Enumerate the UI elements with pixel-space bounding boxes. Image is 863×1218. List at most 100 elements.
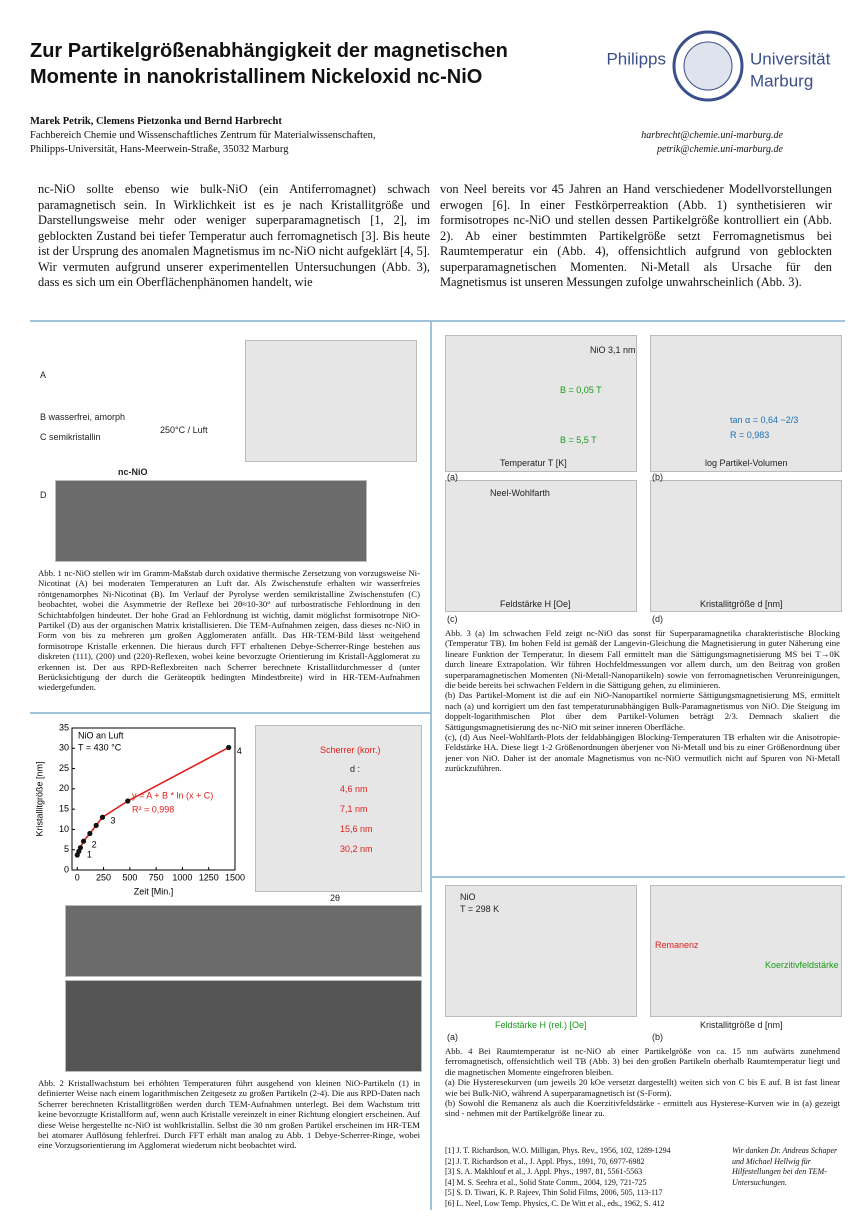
axis-label: Koerzitivfeldstärke — [765, 960, 839, 970]
panel-label: (b) — [652, 1032, 663, 1042]
fig-label: R = 0,983 — [730, 430, 770, 440]
authors: Marek Petrik, Clemens Pietzonka und Bern… — [30, 116, 282, 127]
tem-images — [65, 905, 422, 977]
caption-part: Abb. 3 (a) Im schwachen Feld zeigt nc-Ni… — [445, 628, 840, 691]
fig-label: 4,6 nm — [340, 784, 368, 794]
y-tick-label: 0 — [64, 864, 69, 874]
data-point — [80, 838, 87, 844]
point-label: 1 — [87, 850, 92, 860]
fig-label: NiO — [460, 892, 476, 902]
fig-label: nc-NiO — [118, 467, 148, 477]
plot-c — [445, 480, 637, 612]
fig-label: Scherrer (korr.) — [320, 745, 381, 755]
axis-label: Temperatur T [K] — [500, 458, 567, 468]
fig-label: B = 0,05 T — [560, 385, 602, 395]
point-label: 3 — [110, 816, 115, 826]
plot-a — [445, 335, 637, 472]
annotation: T = 430 °C — [78, 742, 122, 752]
plot-frame — [71, 727, 236, 871]
affiliation: Fachbereich Chemie und Wissenschaftliche… — [30, 130, 376, 141]
axis-label: Remanenz — [655, 940, 699, 950]
references: [1] J. T. Richardson, W.O. Milligan, Phy… — [445, 1146, 725, 1214]
fig-label: 15,6 nm — [340, 824, 373, 834]
data-point — [87, 830, 93, 837]
fit-curve — [76, 746, 230, 856]
logo-text: Marburg — [750, 71, 813, 90]
divider — [30, 320, 845, 322]
xrd-plot — [255, 725, 422, 892]
seal-inner — [683, 41, 733, 91]
data-point — [226, 744, 232, 751]
fig-label: D — [40, 490, 47, 500]
reference: [3] S. A. Makhlouf et al., J. Appl. Phys… — [445, 1167, 643, 1176]
panel-label: (a) — [447, 472, 458, 482]
tem-images — [55, 480, 367, 562]
email: petrik@chemie.uni-marburg.de — [656, 144, 783, 155]
caption: Abb. 3 (a) Im schwachen Feld zeigt nc-Ni… — [445, 628, 840, 872]
fig-label: Neel-Wohlfarth — [490, 488, 550, 498]
x-tick-label: 1000 — [172, 872, 192, 882]
y-tick-label: 35 — [59, 722, 69, 732]
axis-label: Kristallitgröße d [nm] — [700, 1020, 783, 1030]
divider — [30, 712, 430, 714]
caption-part: (c), (d) Aus Neel-Wohlfarth-Plots der fe… — [445, 732, 840, 774]
axis-label: Feldstärke H [Oe] — [500, 599, 571, 609]
plot-a — [445, 885, 637, 1017]
point-label: 4 — [237, 746, 242, 756]
panel-label: (c) — [447, 614, 458, 624]
caption: Abb. 4 Bei Raumtemperatur ist nc-NiO ab … — [445, 1046, 840, 1141]
plot-d — [650, 480, 842, 612]
logo-text: Philipps — [606, 49, 666, 68]
reference: [4] M. S. Seehra et al., Solid State Com… — [445, 1177, 647, 1187]
affiliation: Philipps-Universität, Hans-Meerwein-Stra… — [30, 144, 289, 155]
annotation: y = A + B * ln (x + C) — [132, 790, 213, 800]
plot-b — [650, 885, 842, 1017]
intro-text: von Neel bereits vor 45 Jahren an Hand v… — [440, 182, 832, 289]
fig-label: 30,2 nm — [340, 844, 373, 854]
reference: [6] L. Neel, Low Temp. Physics, C. De Wi… — [445, 1198, 665, 1208]
y-tick-label: 30 — [59, 743, 69, 753]
caption: Abb. 1 nc-NiO stellen wir im Gramm-Maßst… — [38, 568, 420, 693]
data-point — [93, 822, 99, 828]
point-label: 2 — [92, 840, 97, 850]
y-tick-label: 5 — [64, 844, 69, 854]
caption-part: (b) Das Partikel-Moment ist die auf ein … — [445, 690, 840, 732]
data-point — [125, 798, 131, 804]
annotation: NiO an Luft — [78, 730, 124, 740]
y-tick-label: 20 — [59, 783, 69, 793]
x-tick-label: 750 — [149, 872, 164, 882]
x-tick-label: 500 — [122, 872, 137, 882]
x-tick-label: 1250 — [199, 872, 219, 882]
fig-label: 7,1 nm — [340, 804, 368, 814]
data-point — [99, 814, 106, 820]
axis-label: log Partikel-Volumen — [705, 458, 788, 468]
title-line: Zur Partikelgrößenabhängigkeit der magne… — [30, 40, 508, 62]
fig-label: B = 5,5 T — [560, 435, 597, 445]
caption-part: (b) Sowohl die Remanenz als auch die Koe… — [445, 1098, 840, 1119]
y-tick-label: 15 — [59, 804, 69, 814]
panel-label: (a) — [447, 1032, 458, 1042]
axis-label: Feldstärke H (rel.) [Oe] — [495, 1020, 587, 1030]
caption-part: (a) Die Hysteresekurven (um jeweils 20 k… — [445, 1077, 840, 1098]
fig-label: 250°C / Luft — [160, 425, 208, 435]
plot-b — [650, 335, 842, 472]
panel-label: (b) — [652, 472, 663, 482]
intro-text: nc-NiO sollte ebenso wie bulk-NiO (ein A… — [38, 182, 430, 289]
fig-label: 2θ — [330, 893, 341, 903]
y-tick-label: 25 — [59, 763, 69, 773]
divider — [432, 876, 845, 878]
panel-label: (d) — [652, 614, 663, 624]
axis-label: Kristallitgröße d [nm] — [700, 599, 783, 609]
logo-text: Universität — [750, 49, 831, 68]
x-tick-label: 1500 — [225, 872, 245, 882]
fig-label: B wasserfrei, amorph — [40, 412, 126, 422]
annotation: R² = 0,998 — [132, 804, 174, 814]
caption: Abb. 2 Kristallwachstum bei erhöhten Tem… — [38, 1078, 420, 1151]
x-axis-label: Zeit [Min.] — [134, 886, 174, 896]
divider — [430, 322, 432, 1210]
reference: [2] J. T. Richardson et al., J. Appl. Ph… — [445, 1156, 645, 1166]
y-tick-label: 10 — [59, 824, 69, 834]
reference: [1] J. T. Richardson, W.O. Milligan, Phy… — [445, 1146, 671, 1155]
title: Zur Partikelgrößenabhängigkeit der magne… — [30, 38, 590, 90]
